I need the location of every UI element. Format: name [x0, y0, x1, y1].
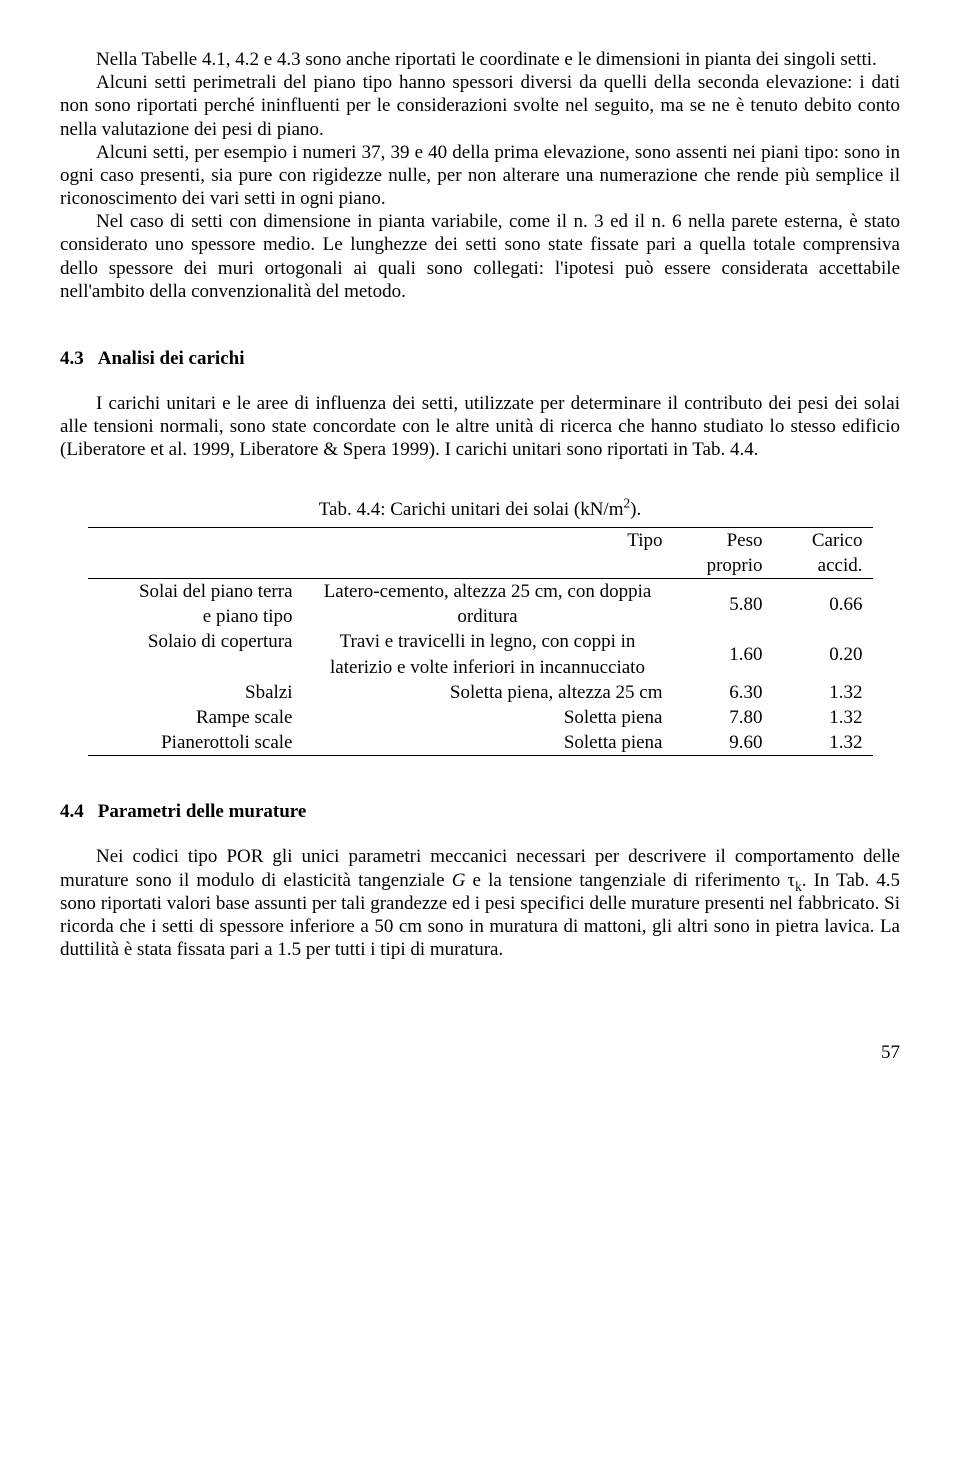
caption-text: Tab. 4.4: Carichi unitari dei solai (kN/…	[319, 499, 624, 520]
section-title: Parametri delle murature	[98, 801, 307, 822]
table-cell: e piano tipo	[88, 604, 303, 629]
th-accid: Carico	[773, 527, 873, 553]
table-cell: 1.60	[673, 629, 773, 679]
table-cell	[88, 655, 303, 680]
table-cell: Pianerottoli scale	[88, 730, 303, 756]
table-cell: 1.32	[773, 705, 873, 730]
subscript-k: k	[795, 878, 802, 893]
section-number: 4.4	[60, 800, 84, 823]
symbol-G: G	[452, 870, 466, 891]
table-4-4-caption: Tab. 4.4: Carichi unitari dei solai (kN/…	[60, 498, 900, 521]
table-cell: Solaio di copertura	[88, 629, 303, 654]
table-cell: Solai del piano terra	[88, 579, 303, 605]
table-cell: Soletta piena, altezza 25 cm	[303, 680, 673, 705]
table-cell: 1.32	[773, 680, 873, 705]
section-number: 4.3	[60, 347, 84, 370]
paragraph: Nel caso di setti con dimensione in pian…	[60, 210, 900, 303]
table-cell: 0.66	[773, 579, 873, 630]
text: e la tensione tangenziale di riferimento…	[465, 870, 795, 891]
table-cell: 5.80	[673, 579, 773, 630]
table-4-4: Tipo Peso Carico proprio accid. Solai de…	[88, 527, 873, 757]
table-cell: Latero-cemento, altezza 25 cm, con doppi…	[303, 579, 673, 605]
paragraph: Alcuni setti, per esempio i numeri 37, 3…	[60, 141, 900, 211]
page-number: 57	[60, 1041, 900, 1064]
paragraph: Nella Tabelle 4.1, 4.2 e 4.3 sono anche …	[60, 48, 900, 71]
th-accid-2: accid.	[773, 553, 873, 579]
table-cell: 9.60	[673, 730, 773, 756]
table-cell: laterizio e volte inferiori in incannucc…	[303, 655, 673, 680]
th-peso: Peso	[673, 527, 773, 553]
paragraph: Alcuni setti perimetrali del piano tipo …	[60, 71, 900, 141]
table-cell: orditura	[303, 604, 673, 629]
table-cell: 6.30	[673, 680, 773, 705]
section-4-3-heading: 4.3 Analisi dei carichi	[60, 347, 900, 370]
caption-text: ).	[630, 499, 641, 520]
table-cell: Soletta piena	[303, 730, 673, 756]
section-title: Analisi dei carichi	[98, 348, 245, 369]
th-peso-2: proprio	[673, 553, 773, 579]
table-cell: Soletta piena	[303, 705, 673, 730]
th-tipo: Tipo	[303, 527, 673, 553]
table-cell: 1.32	[773, 730, 873, 756]
table-cell: 7.80	[673, 705, 773, 730]
table-cell: Rampe scale	[88, 705, 303, 730]
table-cell: 0.20	[773, 629, 873, 679]
paragraph: Nei codici tipo POR gli unici parametri …	[60, 845, 900, 961]
paragraph: I carichi unitari e le aree di influenza…	[60, 392, 900, 462]
table-cell: Sbalzi	[88, 680, 303, 705]
section-4-4-heading: 4.4 Parametri delle murature	[60, 800, 900, 823]
table-cell: Travi e travicelli in legno, con coppi i…	[303, 629, 673, 654]
